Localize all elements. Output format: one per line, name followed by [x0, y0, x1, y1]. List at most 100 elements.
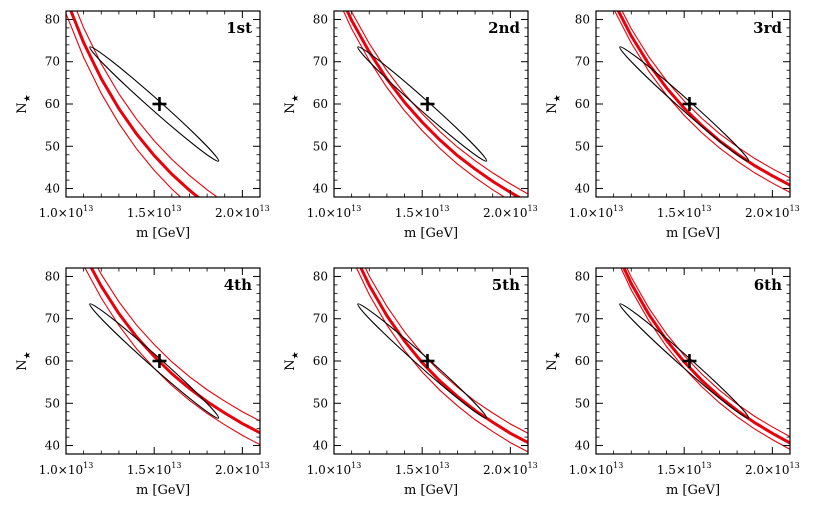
y-label-symbol: N: [15, 102, 30, 113]
x-tick-exponent: 13: [351, 461, 361, 470]
y-axis-label: N★: [283, 351, 301, 370]
x-tick-times: ×: [676, 463, 686, 477]
y-tick-label: 60: [313, 354, 328, 368]
y-tick-label: 60: [575, 354, 590, 368]
x-tick-base: 10: [68, 206, 83, 220]
band-upper-line: [97, 268, 260, 422]
y-axis-label: N★: [15, 351, 33, 370]
x-tick-times: ×: [764, 206, 774, 220]
x-tick-mantissa: 2.0: [215, 463, 234, 477]
y-tick-label: 60: [45, 97, 60, 111]
x-tick-mantissa: 1.0: [569, 463, 588, 477]
y-tick-label: 60: [45, 354, 60, 368]
y-tick-label: 40: [313, 439, 328, 453]
x-tick-mantissa: 1.0: [307, 206, 326, 220]
x-tick-times: ×: [58, 206, 68, 220]
x-tick-times: ×: [676, 206, 686, 220]
x-tick-base: 10: [686, 463, 701, 477]
y-label-subscript: ★: [553, 94, 563, 102]
x-tick-exponent: 13: [439, 461, 449, 470]
x-axis-label: m [GeV]: [666, 483, 720, 498]
x-tick-exponent: 13: [701, 461, 711, 470]
y-tick-label: 70: [575, 312, 590, 326]
x-tick-times: ×: [234, 463, 244, 477]
x-tick-exponent: 13: [789, 204, 799, 213]
x-tick-label: 1.0×1013: [569, 461, 624, 477]
y-tick-label: 70: [313, 55, 328, 69]
band-center-line: [89, 268, 260, 435]
x-tick-base: 10: [598, 206, 613, 220]
band-lower-line: [342, 11, 506, 197]
x-tick-times: ×: [234, 206, 244, 220]
y-tick-label: 70: [313, 312, 328, 326]
x-tick-mantissa: 1.5: [395, 463, 414, 477]
x-tick-label: 2.0×1013: [483, 204, 538, 220]
band-center-line: [616, 11, 790, 187]
confidence-ellipse: [89, 303, 220, 419]
x-tick-label: 1.5×1013: [395, 204, 450, 220]
band-lower-line: [614, 11, 790, 193]
y-tick-label: 50: [313, 396, 328, 410]
x-tick-label: 1.0×1013: [39, 461, 94, 477]
band-center-line: [345, 11, 522, 197]
confidence-ellipse: [89, 46, 220, 162]
x-tick-label: 1.5×1013: [657, 461, 712, 477]
x-tick-mantissa: 1.0: [39, 206, 58, 220]
x-tick-base: 10: [156, 463, 171, 477]
x-tick-times: ×: [326, 463, 336, 477]
x-tick-label: 1.5×1013: [657, 204, 712, 220]
y-label-subscript: ★: [553, 351, 563, 359]
x-tick-mantissa: 1.5: [127, 206, 146, 220]
y-tick-label: 40: [575, 182, 590, 196]
y-tick-label: 80: [313, 12, 328, 26]
x-tick-mantissa: 2.0: [745, 206, 764, 220]
panel-label: 2nd: [488, 19, 520, 37]
y-tick-label: 70: [575, 55, 590, 69]
y-tick-label: 80: [575, 269, 590, 283]
y-axis-label: N★: [545, 351, 563, 370]
x-tick-mantissa: 2.0: [215, 206, 234, 220]
y-tick-label: 50: [45, 139, 60, 153]
y-tick-label: 70: [45, 312, 60, 326]
x-tick-mantissa: 2.0: [745, 463, 764, 477]
x-tick-base: 10: [598, 463, 613, 477]
y-tick-label: 50: [313, 139, 328, 153]
x-tick-exponent: 13: [259, 204, 269, 213]
x-tick-exponent: 13: [83, 204, 93, 213]
x-axis-label: m [GeV]: [666, 226, 720, 241]
x-tick-exponent: 13: [701, 204, 711, 213]
y-tick-label: 40: [575, 439, 590, 453]
y-axis-label: N★: [283, 94, 301, 113]
y-tick-label: 80: [313, 269, 328, 283]
band-center-line: [69, 11, 201, 197]
x-axis-label: m [GeV]: [136, 483, 190, 498]
x-tick-label: 2.0×1013: [745, 461, 800, 477]
plot-area: [614, 11, 790, 193]
x-tick-exponent: 13: [83, 461, 93, 470]
x-axis-label: m [GeV]: [404, 226, 458, 241]
y-tick-label: 50: [575, 139, 590, 153]
band-lower-line: [84, 268, 260, 446]
x-tick-exponent: 13: [613, 204, 623, 213]
x-tick-mantissa: 1.0: [569, 206, 588, 220]
y-tick-label: 40: [313, 182, 328, 196]
band-upper-line: [350, 11, 528, 195]
x-tick-exponent: 13: [527, 461, 537, 470]
plot-area: [355, 268, 528, 453]
plot-area: [342, 11, 528, 197]
x-tick-label: 2.0×1013: [215, 461, 270, 477]
y-tick-label: 60: [313, 97, 328, 111]
x-tick-base: 10: [336, 463, 351, 477]
x-tick-label: 1.0×1013: [569, 204, 624, 220]
x-tick-times: ×: [326, 206, 336, 220]
y-label-subscript: ★: [23, 351, 33, 359]
y-label-symbol: N: [545, 102, 560, 113]
x-tick-base: 10: [68, 463, 83, 477]
confidence-ellipse: [357, 46, 488, 162]
x-tick-label: 2.0×1013: [745, 204, 800, 220]
